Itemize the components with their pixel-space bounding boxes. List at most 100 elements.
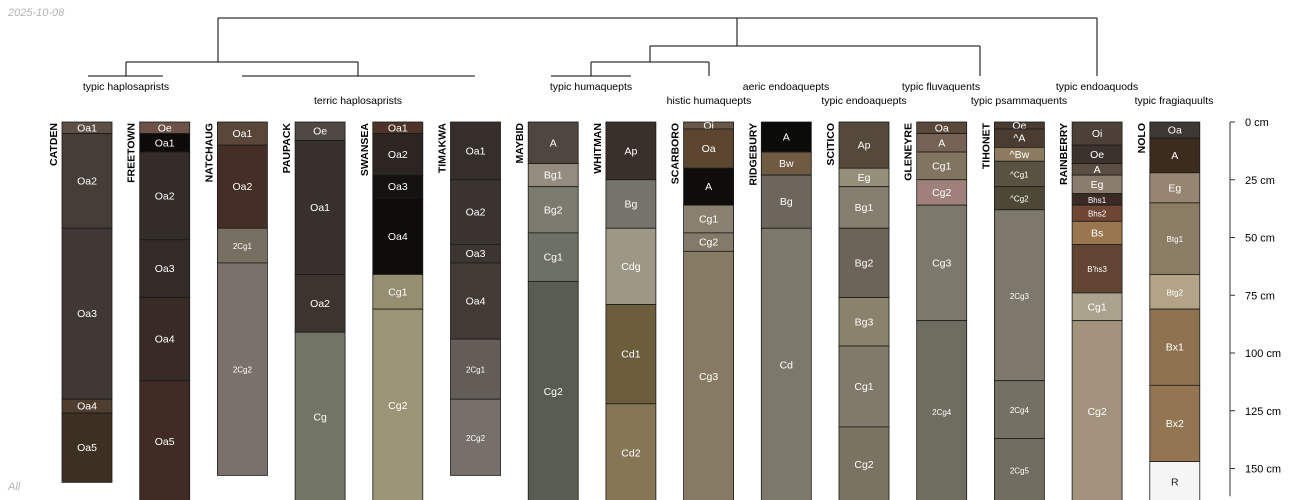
horizon-maybid-bg2 [527,186,579,234]
horizon-gleneyre-cg2 [916,179,968,206]
horizon-label: Bg2 [855,257,874,269]
horizon-catden-oa5 [61,412,113,483]
horizon-scitico-bg1 [838,186,890,229]
horizon-label: Bx1 [1166,342,1184,354]
horizon-label: 2Cg4 [1010,406,1030,415]
horizon-whitman-cd2 [605,403,657,500]
horizon-label: Bg [624,199,637,211]
horizon-whitman-cd1 [605,304,657,405]
horizon-label: ^Bw [1010,149,1030,161]
profile-name: MAYBID [514,123,526,164]
horizon-rainberry-b-hs3 [1071,244,1123,294]
horizon-freetown-oa5 [139,380,191,500]
horizon-label: Cg1 [854,381,873,393]
horizon-gleneyre-2cg4 [916,320,968,500]
horizon-label: ^Cg1 [1010,170,1029,179]
horizon-swansea-oa2 [372,133,424,176]
horizon-label: Oa2 [77,175,97,187]
horizon-label: Eg [1168,182,1181,194]
horizon-timakwa-2cg1 [450,338,501,400]
horizon-freetown-oa4 [139,297,191,382]
horizon-label: R [1171,476,1179,488]
horizon-scarboro-oa [683,128,734,169]
horizon-label: Oe [158,122,172,134]
horizon-timakwa-2cg2 [450,398,501,476]
horizon-maybid-cg1 [527,232,579,282]
horizon-label: Bg1 [544,170,563,182]
soil-profiles: Oa1 Oa2 Oa3 Oa4 Oa5 CATDEN Oe Oa1 Oa2 Oa3 Oa4 Oa5 FR… [48,120,1201,500]
axis-tick-label: 125 cm [1245,406,1281,418]
profile-ridgebury: A Bw Bg Cd RIDGEBURY [747,121,812,500]
profile-freetown: Oe Oa1 Oa2 Oa3 Oa4 Oa5 FREETOWN [126,121,191,500]
horizon-label: Bhs2 [1088,210,1107,219]
horizon-label: Oa1 [466,145,486,157]
horizon-nolo-bx2 [1149,384,1201,462]
horizon-label: Bg3 [855,316,874,328]
horizon-scitico-cg1 [838,345,890,428]
horizon-label: Bs [1091,227,1103,239]
horizon-label: 2Cg3 [1010,292,1030,301]
horizon-label: Oa1 [77,122,97,134]
group-labels: typic haplosaprists terric haplosaprists t… [83,81,1214,107]
horizon-nolo-eg [1149,172,1201,204]
horizon-label: Oa4 [77,401,97,413]
profile-name: CATDEN [48,123,60,166]
profile-name: PAUPACK [281,123,293,174]
axis-tick-label: 150 cm [1245,464,1281,476]
profile-name: RAINBERRY [1058,123,1070,185]
horizon-label: Oa2 [388,149,408,161]
profile-name: SCITICO [825,123,837,166]
horizon-rainberry-cg2 [1071,320,1123,500]
horizon-label: Cg1 [699,214,718,226]
profile-name: TIHONET [980,122,992,169]
group-label: terric haplosaprists [314,95,402,107]
axis-tick-label: 50 cm [1245,233,1275,245]
horizon-natchaug-oa2 [216,144,268,229]
horizon-scarboro-cg1 [683,204,734,234]
horizon-label: Oi [703,120,714,132]
footer-label: All [8,481,21,493]
horizon-nolo-bx1 [1149,308,1201,386]
horizon-swansea-cg2 [372,308,424,500]
horizon-paupack-oa1 [294,140,346,275]
profile-maybid: A Bg1 Bg2 Cg1 Cg2 MAYBID [514,121,579,500]
horizon-label: 2Cg2 [233,366,253,375]
horizon-label: A [783,132,790,144]
horizon-label: 2Cg4 [932,408,952,417]
horizon-label: 2Cg1 [233,242,253,251]
horizon-whitman-cdg [605,227,657,305]
horizon-label: Cg2 [699,237,718,249]
horizon-label: A [938,137,945,149]
horizon-label: 2Cg2 [466,434,486,443]
horizon-label: Oa2 [466,207,486,219]
group-label: typic psammaquents [971,95,1067,107]
horizon-label: Cg2 [854,459,873,471]
profile-name: GLENEYRE [903,123,915,181]
horizon-label: Cg1 [544,252,563,264]
horizon-label: Oa3 [155,263,175,275]
horizon-tihonet-cg1 [994,160,1045,188]
horizon-label: Cd2 [621,447,640,459]
profile-name: NATCHAUG [203,123,215,182]
horizon-label: Oa5 [155,436,175,448]
horizon-maybid-cg2 [527,280,579,500]
horizon-label: Oe [1090,149,1104,161]
horizon-label: Oa1 [388,122,408,134]
group-label: typic humaquepts [550,81,632,93]
horizon-label: Bg2 [544,204,563,216]
profile-name: RIDGEBURY [747,123,759,186]
horizon-label: Oa1 [232,128,252,140]
horizon-label: Oa3 [77,308,97,320]
horizon-timakwa-oa4 [450,262,501,340]
horizon-label: Cg1 [1087,301,1106,313]
horizon-scitico-cg2 [838,426,890,500]
horizon-whitman-bg [605,179,657,229]
horizon-label: Bhs1 [1088,196,1107,205]
horizon-label: Cdg [621,261,640,273]
profile-scarboro: Oi Oa A Cg1 Cg2 Cg3 SCARBORO [670,120,734,500]
horizon-scarboro-a [683,167,734,206]
date-stamp: 2025-10-08 [8,7,65,19]
horizon-label: Oa3 [388,181,408,193]
axis-tick-label: 75 cm [1245,290,1275,302]
